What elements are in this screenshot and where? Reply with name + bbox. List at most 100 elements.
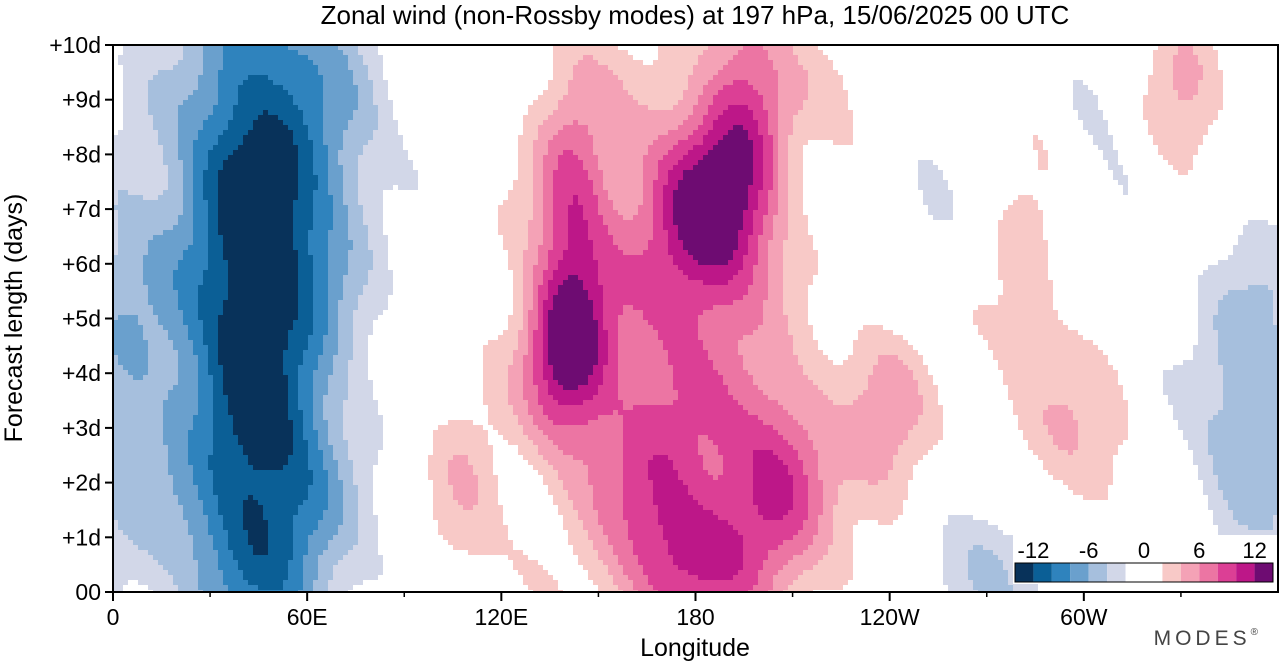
contour-cell [578,80,584,86]
contour-cell [128,125,134,131]
contour-cell [888,115,894,121]
contour-cell [903,130,909,136]
contour-cell [438,105,444,111]
contour-cell [1148,90,1154,96]
contour-cell [318,85,324,91]
contour-cell [543,85,549,91]
contour-cell [818,50,824,56]
contour-cell [418,65,424,71]
contour-cell [1023,85,1029,91]
contour-cell [578,125,584,131]
contour-cell [1028,125,1034,131]
contour-cell [848,100,854,106]
contour-cell [928,125,934,131]
contour-cell [1138,80,1144,86]
contour-cell [433,120,439,126]
contour-cell [798,55,804,61]
contour-cell [658,120,664,126]
contour-cell [458,100,464,106]
contour-cell [813,55,819,61]
contour-cell [408,55,414,61]
contour-cell [308,90,314,96]
contour-cell [338,100,344,106]
contour-cell [758,95,764,101]
contour-cell [378,125,384,131]
contour-cell [488,85,494,91]
contour-cell [213,70,219,76]
contour-cell [408,135,414,141]
contour-cell [878,45,884,51]
contour-cell [698,115,704,121]
contour-cell [823,95,829,101]
contour-cell [413,65,419,71]
contour-cell [703,125,709,131]
contour-cell [1078,85,1084,91]
contour-cell [888,65,894,71]
contour-cell [718,100,724,106]
contour-cell [1058,85,1064,91]
contour-cell [953,60,959,66]
contour-cell [338,45,344,51]
contour-cell [538,65,544,71]
contour-cell [1273,45,1278,51]
contour-cell [1053,125,1059,131]
contour-cell [148,110,154,116]
contour-cell [368,120,374,126]
contour-cell [273,60,279,66]
contour-cell [728,75,734,81]
contour-cell [898,80,904,86]
contour-cell [853,110,859,116]
contour-cell [888,125,894,131]
contour-cell [883,105,889,111]
contour-cell [223,45,229,51]
contour-cell [313,65,319,71]
contour-cell [898,145,904,151]
contour-cell [628,115,634,121]
contour-cell [223,105,229,111]
contour-cell [943,145,949,151]
contour-cell [483,140,489,146]
contour-cell [403,105,409,111]
contour-cell [823,55,829,61]
contour-cell [198,80,204,86]
contour-cell [888,80,894,86]
contour-cell [153,100,159,106]
contour-cell [548,100,554,106]
contour-cell [613,95,619,101]
contour-cell [893,90,899,96]
contour-cell [478,55,484,61]
contour-cell [503,60,509,66]
contour-cell [653,90,659,96]
contour-cell [223,120,229,126]
contour-cell [1123,95,1129,101]
contour-cell [313,85,319,91]
contour-cell [1083,45,1089,51]
contour-cell [1048,105,1054,111]
contour-cell [1263,80,1269,86]
contour-cell [1023,90,1029,96]
contour-cell [868,140,874,146]
contour-cell [788,55,794,61]
contour-cell [588,125,594,131]
contour-cell [443,120,449,126]
contour-cell [713,140,719,146]
contour-cell [773,145,779,151]
contour-cell [328,65,334,71]
contour-cell [1103,145,1109,151]
contour-cell [658,65,664,71]
contour-cell [788,115,794,121]
contour-cell [1233,65,1239,71]
contour-cell [163,55,169,61]
contour-cell [1133,125,1139,131]
contour-cell [203,70,209,76]
contour-cell [1203,135,1209,141]
contour-cell [1018,140,1024,146]
contour-cell [528,145,534,151]
contour-cell [1193,120,1199,126]
contour-cell [1248,50,1254,56]
contour-cell [338,105,344,111]
contour-cell [328,75,334,81]
contour-cell [1108,100,1114,106]
contour-cell [193,135,199,141]
contour-cell [1133,120,1139,126]
